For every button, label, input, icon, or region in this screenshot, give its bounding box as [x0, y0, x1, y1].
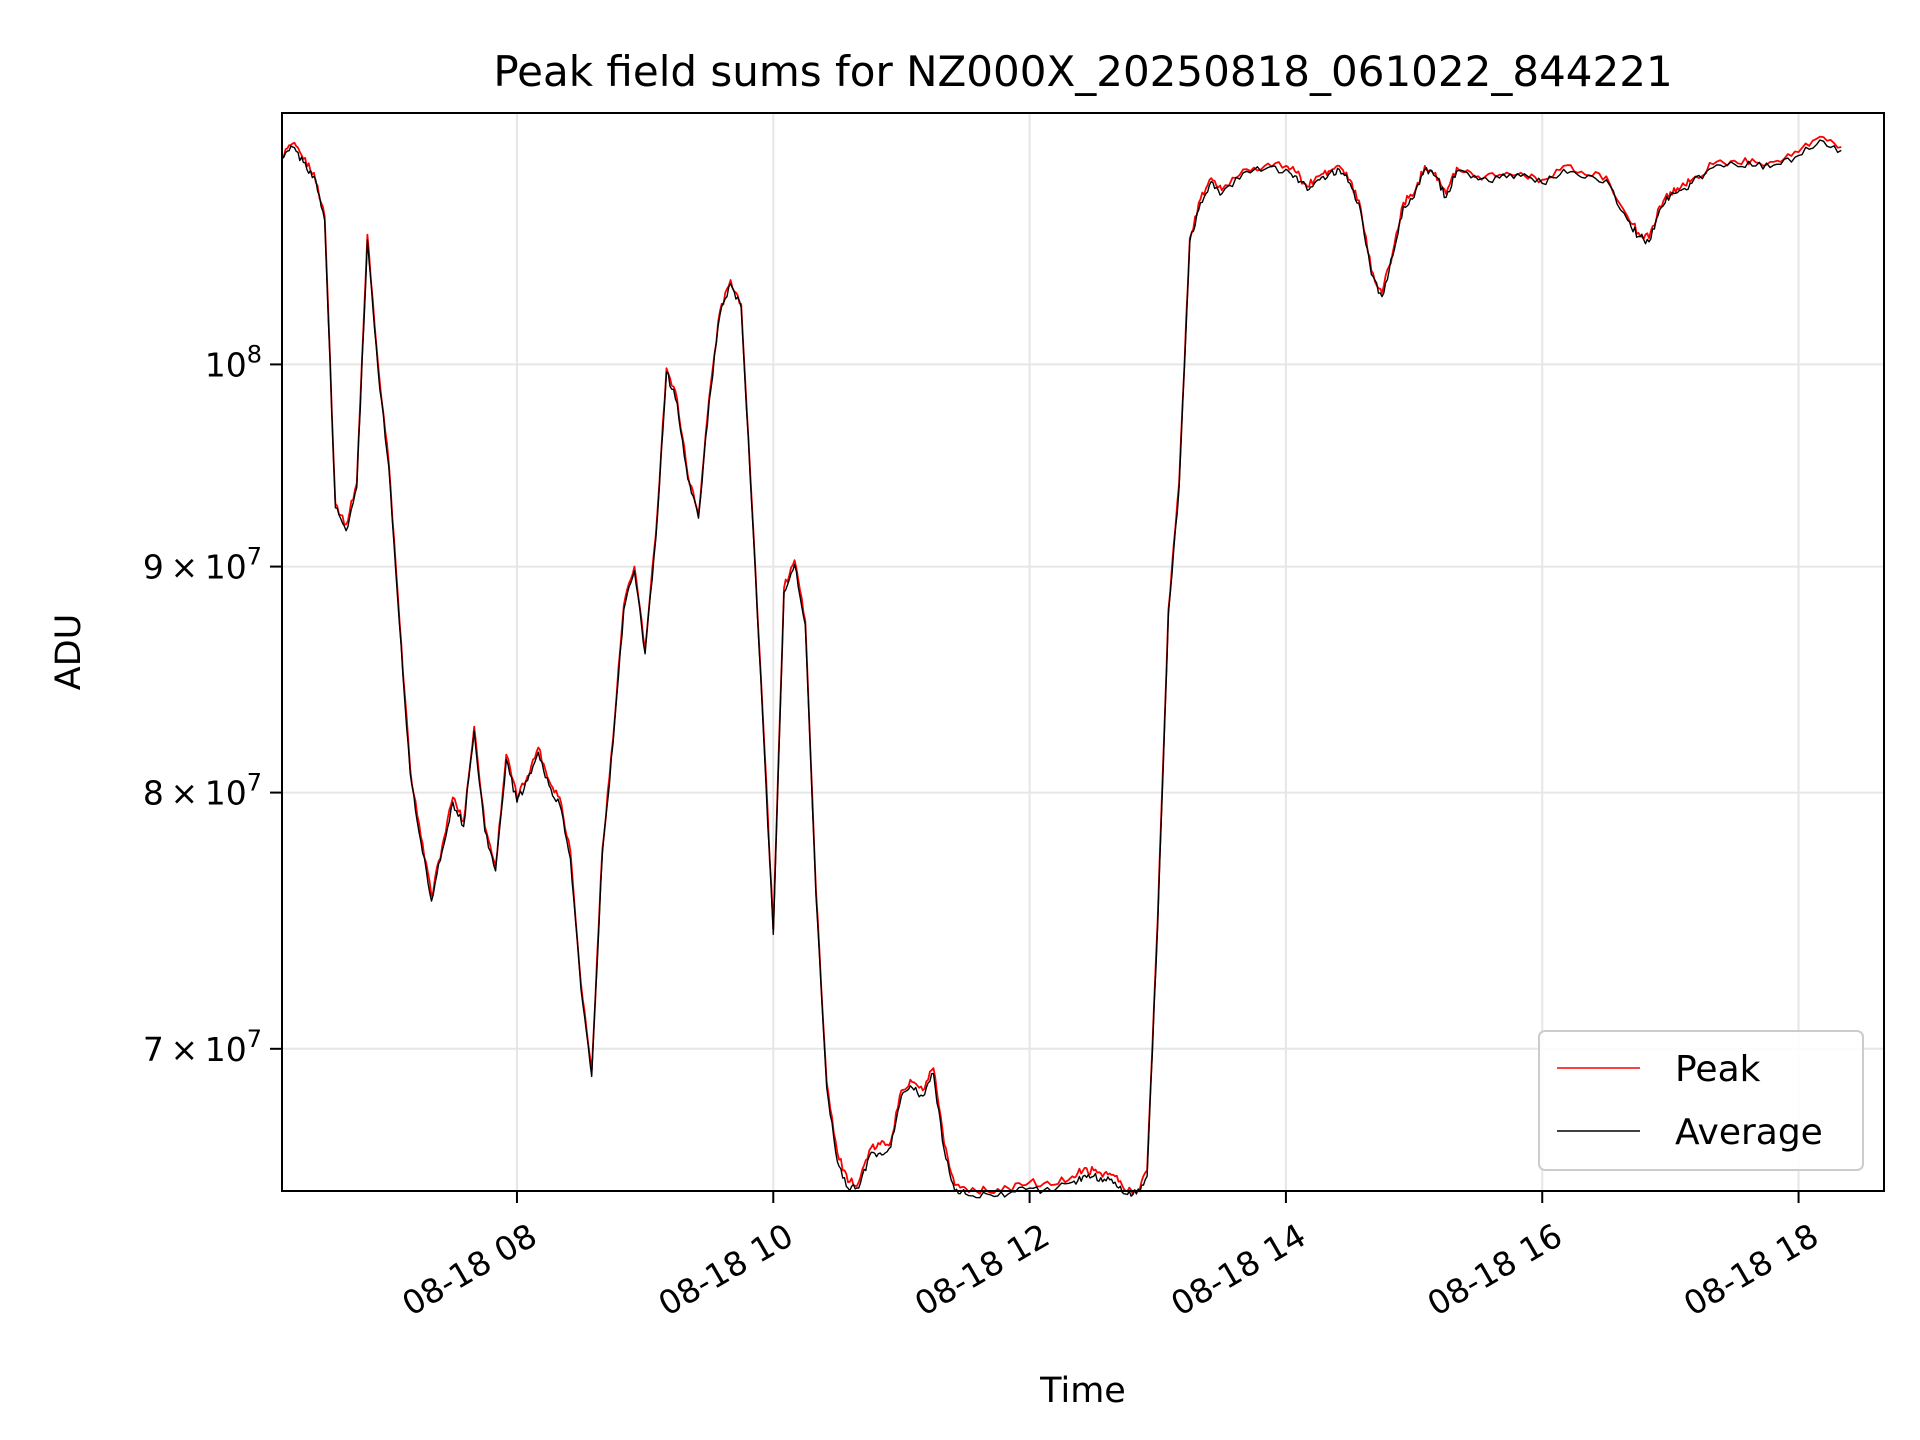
x-axis-title: Time: [1039, 1371, 1126, 1411]
legend-peak-label: Peak: [1675, 1049, 1761, 1090]
legend-average-label: Average: [1675, 1112, 1823, 1153]
plot-frame: [281, 112, 1885, 1192]
chart-title: Peak field sums for NZ000X_20250818_0610…: [493, 47, 1672, 96]
y-tick-label: 9 × 107: [143, 543, 262, 587]
y-tick-label: 108: [205, 340, 262, 384]
x-tick-label: 08-18 12: [908, 1216, 1056, 1324]
y-axis-title: ADU: [49, 614, 89, 691]
y-tick-label: 8 × 107: [143, 769, 262, 813]
x-tick-label: 08-18 14: [1164, 1216, 1312, 1324]
y-tick-label: 7 × 107: [143, 1025, 262, 1069]
x-tick-label: 08-18 16: [1421, 1216, 1569, 1324]
legend: Peak Average: [1538, 1030, 1864, 1171]
y-axis: 7 × 107 8 × 107 9 × 107 108: [143, 340, 282, 1069]
series-layer: [281, 135, 1842, 1199]
series-line-average: [281, 139, 1842, 1199]
legend-box: [1538, 1030, 1864, 1171]
x-axis: 08-18 08 08-18 10 08-18 12 08-18 14 08-18 16…: [395, 1191, 1825, 1324]
x-tick-label: 08-18 08: [395, 1216, 543, 1324]
x-tick-label: 08-18 10: [652, 1216, 800, 1324]
x-tick-label: 08-18 18: [1677, 1216, 1825, 1324]
grid: [282, 113, 1884, 1191]
